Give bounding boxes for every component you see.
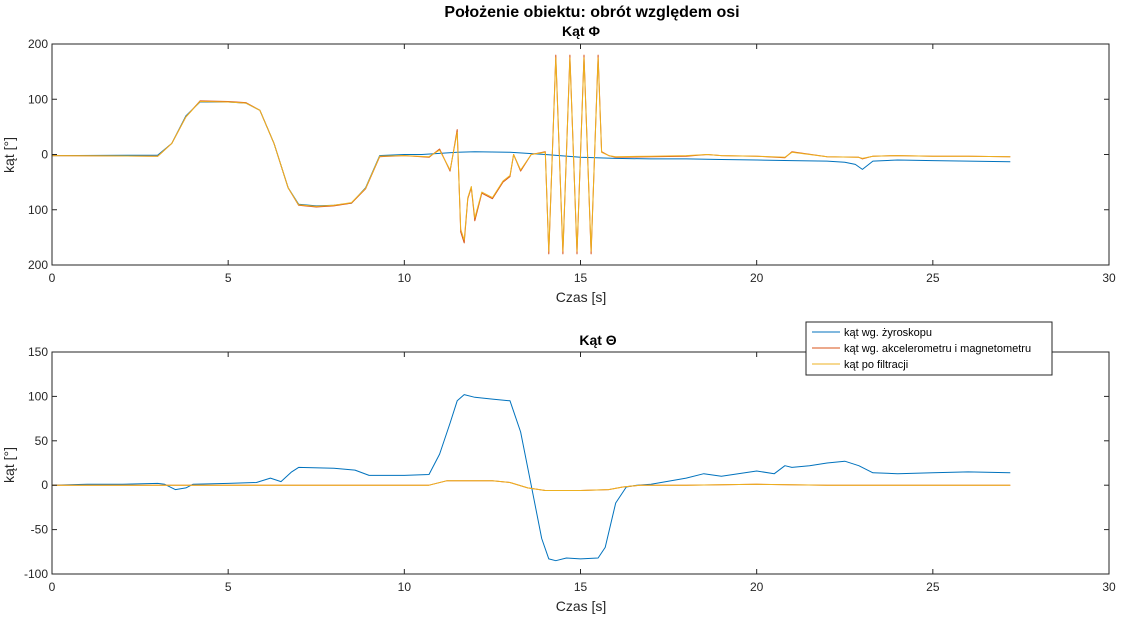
plot-phi-x-ticks: 0 5 10 15 20 25 30 bbox=[49, 44, 1116, 285]
x-tick-label: 15 bbox=[574, 271, 588, 285]
plot-phi-ylabel: kąt [°] bbox=[1, 137, 17, 173]
series-line-gyro bbox=[51, 394, 1011, 562]
x-tick-label: 30 bbox=[1102, 580, 1116, 594]
x-tick-label: 0 bbox=[49, 580, 56, 594]
plot-phi: Kąt Φ 0 5 10 15 20 25 30 200 100 0 100 200 Czas [s… bbox=[1, 23, 1116, 305]
y-tick-label: 100 bbox=[28, 203, 48, 217]
y-tick-label: 50 bbox=[35, 434, 49, 448]
plot-phi-lines bbox=[51, 54, 1011, 255]
x-tick-label: 25 bbox=[926, 271, 940, 285]
series-line-gyro bbox=[51, 101, 1011, 207]
x-tick-label: 25 bbox=[926, 580, 940, 594]
x-tick-label: 5 bbox=[225, 580, 232, 594]
y-tick-label: -100 bbox=[24, 567, 48, 581]
plot-theta-ylabel: kąt [°] bbox=[1, 447, 17, 483]
y-tick-label: 150 bbox=[28, 345, 48, 359]
plot-phi-xlabel: Czas [s] bbox=[556, 289, 607, 305]
series-line-filtered bbox=[51, 57, 1011, 252]
plot-phi-title: Kąt Φ bbox=[562, 23, 600, 39]
plot-theta-xlabel: Czas [s] bbox=[556, 598, 607, 614]
plot-theta-axes-box bbox=[51, 351, 1110, 575]
plot-theta-title: Kąt Θ bbox=[579, 332, 616, 348]
legend-label-gyro: kąt wg. żyroskopu bbox=[844, 327, 932, 339]
y-tick-label: 0 bbox=[41, 478, 48, 492]
figure-title: Położenie obiektu: obrót względem osi bbox=[444, 4, 739, 21]
legend-box bbox=[805, 321, 1053, 376]
x-tick-label: 10 bbox=[398, 580, 412, 594]
y-tick-label: 200 bbox=[28, 37, 48, 51]
plot-phi-y-ticks: 200 100 0 100 200 bbox=[28, 37, 1109, 272]
plot-theta-y-ticks: 150 100 50 0 -50 -100 bbox=[24, 345, 1109, 581]
legend: kąt wg. żyroskopu kąt wg. akcelerometru i… bbox=[805, 321, 1053, 376]
x-tick-label: 0 bbox=[49, 271, 56, 285]
y-tick-label: 200 bbox=[28, 258, 48, 272]
y-tick-label: 100 bbox=[28, 92, 48, 106]
y-tick-label: 100 bbox=[28, 389, 48, 403]
plot-theta-lines bbox=[51, 394, 1011, 562]
x-tick-label: 20 bbox=[750, 580, 764, 594]
x-tick-label: 15 bbox=[574, 580, 588, 594]
legend-label-accel: kąt wg. akcelerometru i magnetometru bbox=[844, 343, 1031, 355]
y-tick-label: 0 bbox=[41, 148, 48, 162]
series-line-filtered bbox=[52, 480, 1011, 491]
x-tick-label: 20 bbox=[750, 271, 764, 285]
plot-theta-x-ticks: 0 5 10 15 20 25 30 bbox=[49, 352, 1116, 594]
x-tick-label: 5 bbox=[225, 271, 232, 285]
plot-theta: Kąt Θ 0 5 10 15 20 25 30 150 100 50 0 -50 -100 Czas… bbox=[1, 332, 1116, 614]
x-tick-label: 30 bbox=[1102, 271, 1116, 285]
legend-label-filtered: kąt po filtracji bbox=[844, 359, 908, 371]
y-tick-label: -50 bbox=[31, 523, 49, 537]
x-tick-label: 10 bbox=[398, 271, 412, 285]
